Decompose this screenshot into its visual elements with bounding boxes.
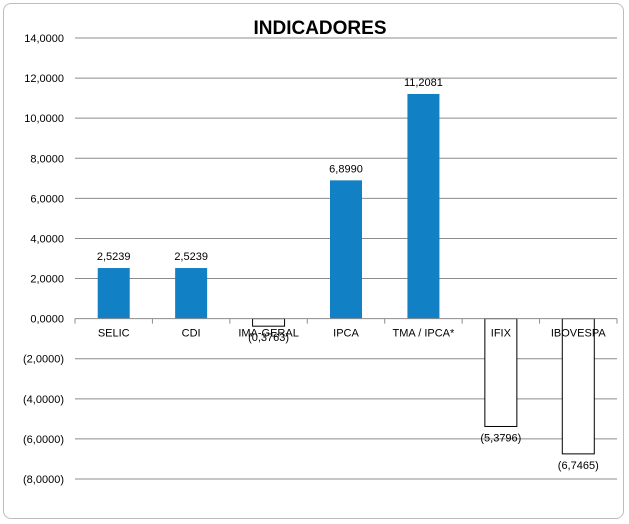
chart-title: INDICADORES bbox=[253, 18, 386, 39]
bars bbox=[97, 93, 595, 455]
y-tick-label: 0,0000 bbox=[30, 314, 64, 326]
bar bbox=[407, 93, 440, 319]
category-label: IBOVESPA bbox=[551, 328, 606, 340]
y-tick-label: 14,0000 bbox=[24, 33, 64, 45]
chart-frame bbox=[3, 3, 624, 519]
data-label: 11,2081 bbox=[404, 77, 443, 89]
category-label: IMA-GERAL bbox=[238, 328, 299, 340]
bar bbox=[561, 318, 595, 455]
y-tick-label: 6,0000 bbox=[30, 193, 64, 205]
y-tick-label: 4,0000 bbox=[30, 233, 64, 245]
x-axis bbox=[74, 318, 618, 324]
grid-lines bbox=[75, 37, 617, 480]
data-label: 2,5239 bbox=[174, 251, 208, 263]
bar bbox=[484, 318, 518, 427]
y-tick-label: (8,0000) bbox=[23, 474, 64, 486]
category-label: IFIX bbox=[491, 328, 512, 340]
bar bbox=[252, 318, 286, 327]
y-tick-label: (6,0000) bbox=[23, 434, 64, 446]
y-tick-label: 12,0000 bbox=[24, 73, 64, 85]
y-tick-label: 2,0000 bbox=[30, 274, 64, 286]
y-tick-label: 8,0000 bbox=[30, 153, 64, 165]
category-label: IPCA bbox=[333, 328, 359, 340]
category-labels: SELIC CDI IMA-GERAL IPCA TMA / IPCA* IFIX IBOV… bbox=[98, 328, 607, 340]
category-label: SELIC bbox=[98, 328, 130, 340]
y-tick-label: 10,0000 bbox=[24, 113, 64, 125]
data-label: (5,3796) bbox=[480, 432, 521, 444]
data-label: (6,7465) bbox=[558, 460, 599, 472]
data-label: (0,3763) bbox=[248, 332, 289, 344]
y-tick-label: (2,0000) bbox=[23, 354, 64, 366]
y-tick-label: (4,0000) bbox=[23, 394, 64, 406]
category-label: CDI bbox=[182, 328, 201, 340]
bar bbox=[330, 180, 362, 319]
y-axis-tick-labels: 14,0000 12,0000 10,0000 8,0000 6,0000 4,0000 2… bbox=[23, 33, 64, 486]
bar bbox=[97, 268, 130, 319]
data-label: 2,5239 bbox=[97, 251, 131, 263]
category-label: TMA / IPCA* bbox=[393, 328, 455, 340]
bar bbox=[175, 268, 208, 319]
data-labels: 2,5239 2,5239 (0,3763) 6,8990 11,2081 (5,3796… bbox=[97, 77, 599, 472]
data-label: 6,8990 bbox=[329, 163, 363, 175]
